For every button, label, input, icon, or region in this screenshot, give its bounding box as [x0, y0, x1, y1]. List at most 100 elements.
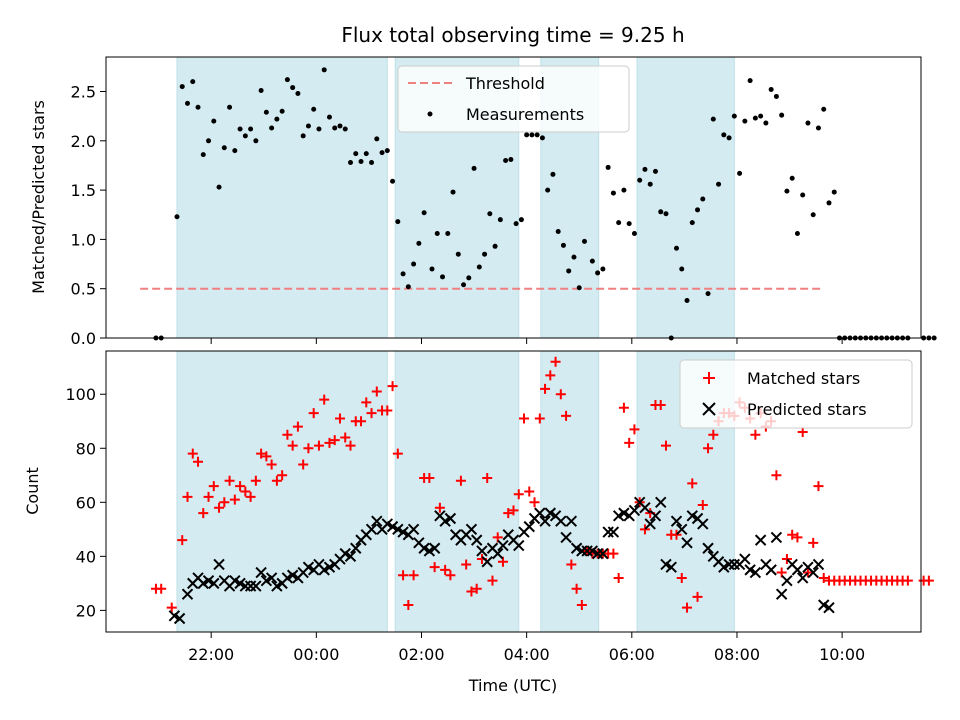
predicted-star-point	[173, 612, 186, 625]
predicted-star-point	[697, 518, 709, 530]
measurement-point	[416, 240, 422, 246]
measurement-point	[434, 230, 440, 236]
measurement-point	[232, 148, 238, 154]
measurement-point	[605, 164, 611, 170]
predicted-star-point	[670, 515, 683, 527]
shaded-window-3	[636, 56, 735, 339]
matched-star-point	[282, 429, 293, 440]
measurement-point	[600, 266, 606, 272]
predicted-star-point	[465, 523, 478, 536]
legend-matched-swatch	[703, 372, 715, 384]
measurement-point	[326, 114, 332, 120]
predicted-star-point	[607, 526, 620, 538]
predicted-star-point	[560, 531, 572, 544]
predicted-star-point	[781, 574, 793, 587]
measurement-point	[716, 181, 722, 187]
measurement-point	[221, 145, 227, 151]
measurement-point	[642, 166, 648, 172]
predicted-star-point	[470, 534, 483, 546]
measurement-point	[555, 229, 561, 235]
predicted-star-point	[371, 515, 383, 527]
measurement-point	[421, 210, 427, 216]
measurement-point	[311, 106, 317, 112]
measurement-point	[926, 335, 932, 341]
shaded-window-2	[540, 350, 600, 633]
bottom-x-axis: 22:00 00:00 02:00 04:00 06:00 08:00 10:00	[188, 632, 865, 664]
matched-star-point	[802, 567, 813, 578]
measurement-point	[810, 212, 816, 218]
measurement-point	[216, 184, 222, 190]
measurement-point	[737, 170, 743, 176]
measurement-point	[763, 120, 769, 126]
bottom-panel: 20 40 60 80 100 22:00 00:00 02:00 04:00 06:00 08:…	[23, 350, 934, 695]
matched-star-point	[792, 532, 803, 543]
measurement-point	[621, 187, 627, 193]
matched-star-point	[214, 502, 225, 513]
measurement-point	[626, 221, 632, 227]
matched-star-point	[455, 475, 466, 486]
measurement-point	[679, 266, 685, 272]
measurement-point	[589, 258, 595, 264]
measurement-point	[747, 78, 753, 84]
matched-star-point	[166, 602, 177, 613]
measurement-point	[305, 123, 311, 129]
predicted-star-point	[665, 561, 677, 573]
matched-star-point	[187, 448, 198, 459]
measurement-point	[206, 138, 212, 144]
y-tick-label: 20	[76, 601, 96, 620]
matched-star-point	[177, 535, 188, 546]
matched-star-point	[271, 475, 282, 486]
matched-star-point	[303, 443, 314, 454]
measurement-point	[455, 251, 461, 257]
bottom-plot-frame	[105, 350, 922, 633]
matched-star-point	[482, 472, 493, 483]
predicted-star-point	[255, 566, 267, 579]
top-legend-box	[397, 65, 630, 133]
measurement-point	[695, 207, 701, 213]
predicted-star-point	[681, 537, 693, 549]
predicted-star-point	[476, 545, 488, 557]
measurement-point	[652, 168, 658, 174]
matched-star-point	[566, 559, 577, 570]
measurement-point	[358, 159, 364, 165]
x-tick-label: 10:00	[819, 645, 865, 664]
predicted-star-point	[644, 518, 656, 530]
measurement-point	[710, 116, 716, 122]
predicted-star-point	[513, 539, 525, 552]
matched-star-point	[382, 405, 393, 416]
measurement-point	[471, 165, 477, 171]
matched-star-point	[550, 356, 561, 367]
matched-star-point	[660, 440, 671, 451]
predicted-star-point	[444, 512, 457, 525]
measurement-point	[784, 188, 790, 194]
predicted-star-point	[407, 523, 420, 536]
measurement-point	[316, 126, 322, 132]
top-panel: 0.0 0.5 1.0 1.5 2.0 2.5 Matched/Predicted sta…	[29, 56, 937, 348]
bottom-y-axis: 20 40 60 80 100	[65, 385, 106, 620]
matched-star-point	[287, 440, 298, 451]
predicted-star-point	[775, 588, 788, 600]
predicted-star-point	[428, 542, 441, 554]
measurement-point	[758, 113, 764, 119]
shaded-window-0	[176, 350, 388, 633]
matched-star-point	[193, 456, 204, 467]
matched-star-point	[329, 435, 340, 446]
legend-measurements-swatch	[427, 111, 433, 117]
measurement-point	[742, 118, 748, 124]
predicted-star-point	[350, 542, 362, 554]
measurement-point	[195, 104, 201, 110]
matched-star-point	[540, 383, 551, 394]
predicted-star-point	[765, 564, 777, 576]
measurement-point	[342, 126, 348, 132]
top-y-axis: 0.0 0.5 1.0 1.5 2.0 2.5	[71, 83, 106, 348]
measurement-point	[332, 125, 338, 131]
matched-star-point	[256, 448, 267, 459]
matched-star-point	[156, 583, 167, 594]
measurement-point	[405, 284, 411, 290]
y-tick-label: 60	[76, 493, 96, 512]
measurement-point	[429, 266, 435, 272]
measurement-point	[731, 113, 737, 119]
measurement-point	[461, 282, 467, 288]
measurement-point	[705, 291, 711, 297]
